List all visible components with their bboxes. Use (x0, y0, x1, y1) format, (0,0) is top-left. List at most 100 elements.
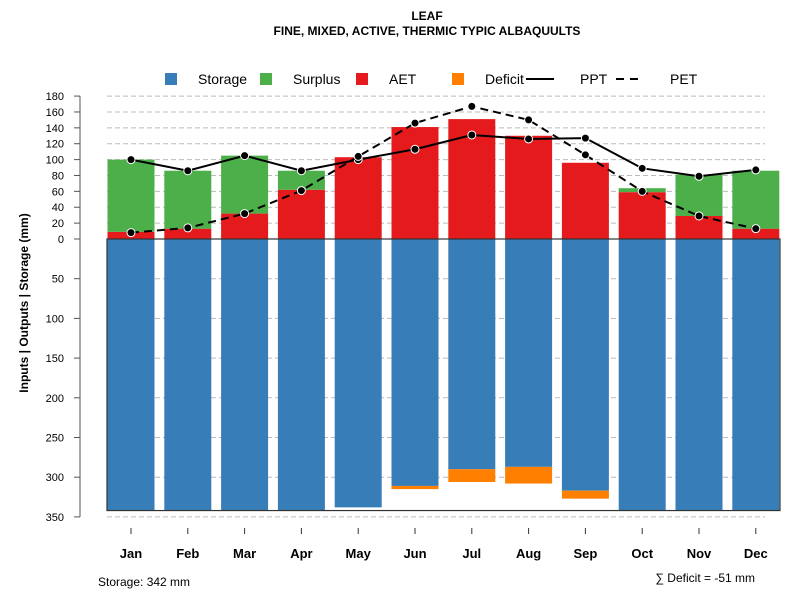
bar-deficit-aug (505, 466, 553, 484)
y-tick-label: 120 (46, 139, 64, 151)
bar-surplus-jan (107, 159, 155, 232)
bar-aet-may (334, 157, 382, 239)
point-pet (694, 211, 704, 221)
bar-storage-mar (221, 239, 269, 511)
point-pet (296, 186, 306, 196)
x-tick-label: Apr (290, 546, 312, 561)
legend-swatch-deficit (452, 73, 464, 85)
point-ppt (467, 130, 477, 140)
legend-swatch-storage (165, 73, 177, 85)
bar-storage-jun (391, 239, 439, 486)
legend-label-pet: PET (670, 71, 698, 87)
chart-title: LEAF (411, 9, 442, 23)
bar-storage-aug (505, 239, 553, 467)
point-ppt (637, 163, 647, 173)
point-ppt (751, 165, 761, 175)
x-tick-label: Oct (631, 546, 653, 561)
bar-aet-jun (391, 127, 439, 239)
point-pet (410, 118, 420, 128)
y-tick-label: 50 (52, 274, 64, 286)
bar-deficit-jun (391, 485, 439, 490)
storage-frame (106, 238, 781, 512)
y-tick-label: 20 (52, 218, 64, 230)
x-tick-label: May (346, 546, 372, 561)
bar-aet-feb (164, 228, 212, 239)
x-tick-label: Sep (573, 546, 597, 561)
point-pet (524, 115, 534, 125)
y-tick-label: 150 (46, 353, 64, 365)
y-tick-label: 0 (58, 234, 64, 246)
legend-label-surplus: Surplus (293, 71, 340, 87)
point-ppt (580, 133, 590, 143)
x-tick-label: Aug (516, 546, 541, 561)
point-pet (580, 150, 590, 160)
bar-storage-may (334, 239, 382, 508)
y-axis-label: Inputs | Outputs | Storage (mm) (17, 213, 31, 392)
storage-annotation: Storage: 342 mm (98, 575, 190, 589)
bar-storage-nov (675, 239, 723, 511)
bar-storage-apr (277, 239, 325, 511)
bar-storage-feb (164, 239, 212, 511)
line-ppt (130, 133, 756, 178)
bar-storage-oct (618, 239, 666, 511)
y-tick-label: 80 (52, 170, 64, 182)
point-pet (751, 224, 761, 234)
y-tick-label: 300 (46, 472, 64, 484)
legend-swatch-surplus (260, 73, 272, 85)
deficit-annotation: ∑ Deficit = -51 mm (655, 571, 755, 585)
legend-swatch-aet (356, 73, 368, 85)
point-pet (240, 209, 250, 219)
bar-surplus-feb (164, 170, 212, 229)
y-tick-label: 40 (52, 202, 64, 214)
point-ppt (183, 166, 193, 176)
bar-deficit-sep (561, 490, 609, 499)
point-pet (467, 101, 477, 111)
bar-aet-aug (505, 135, 553, 239)
x-tick-label: Dec (744, 546, 768, 561)
legend-label-deficit: Deficit (485, 71, 524, 87)
legend-label-aet: AET (389, 71, 417, 87)
point-ppt (296, 166, 306, 176)
bar-storage-jul (448, 239, 496, 470)
x-tick-label: Jan (120, 546, 142, 561)
y-tick-label: 200 (46, 393, 64, 405)
x-tick-label: Jul (462, 546, 481, 561)
y-tick-label: 60 (52, 186, 64, 198)
chart-subtitle: FINE, MIXED, ACTIVE, THERMIC TYPIC ALBAQ… (274, 24, 581, 38)
point-pet (353, 151, 363, 161)
x-tick-label: Mar (233, 546, 256, 561)
y-tick-label: 140 (46, 123, 64, 135)
y-tick-label: 100 (46, 313, 64, 325)
bar-aet-sep (561, 162, 609, 239)
point-pet (183, 223, 193, 233)
point-ppt (410, 144, 420, 154)
bar-storage-sep (561, 239, 609, 491)
y-tick-label: 100 (46, 155, 64, 167)
x-tick-label: Feb (176, 546, 199, 561)
bar-surplus-dec (732, 170, 780, 229)
point-pet (126, 228, 136, 238)
legend-label-storage: Storage (198, 71, 247, 87)
y-tick-label: 250 (46, 433, 64, 445)
bar-aet-oct (618, 192, 666, 239)
point-ppt (126, 155, 136, 165)
legend-label-ppt: PPT (580, 71, 608, 87)
bar-surplus-mar (221, 155, 269, 214)
bar-deficit-jul (448, 469, 496, 482)
point-ppt (240, 151, 250, 161)
bar-storage-dec (732, 239, 780, 511)
y-tick-label: 180 (46, 91, 64, 103)
y-tick-label: 350 (46, 512, 64, 524)
bar-storage-jan (107, 239, 155, 511)
line-pet (130, 105, 757, 234)
bar-surplus-apr (277, 170, 325, 190)
x-tick-label: Nov (687, 546, 712, 561)
bar-aet-nov (675, 215, 723, 239)
bar-aet-dec (732, 228, 780, 239)
point-ppt (524, 134, 534, 144)
point-pet (637, 186, 647, 196)
point-ppt (694, 171, 704, 181)
y-tick-label: 160 (46, 107, 64, 119)
